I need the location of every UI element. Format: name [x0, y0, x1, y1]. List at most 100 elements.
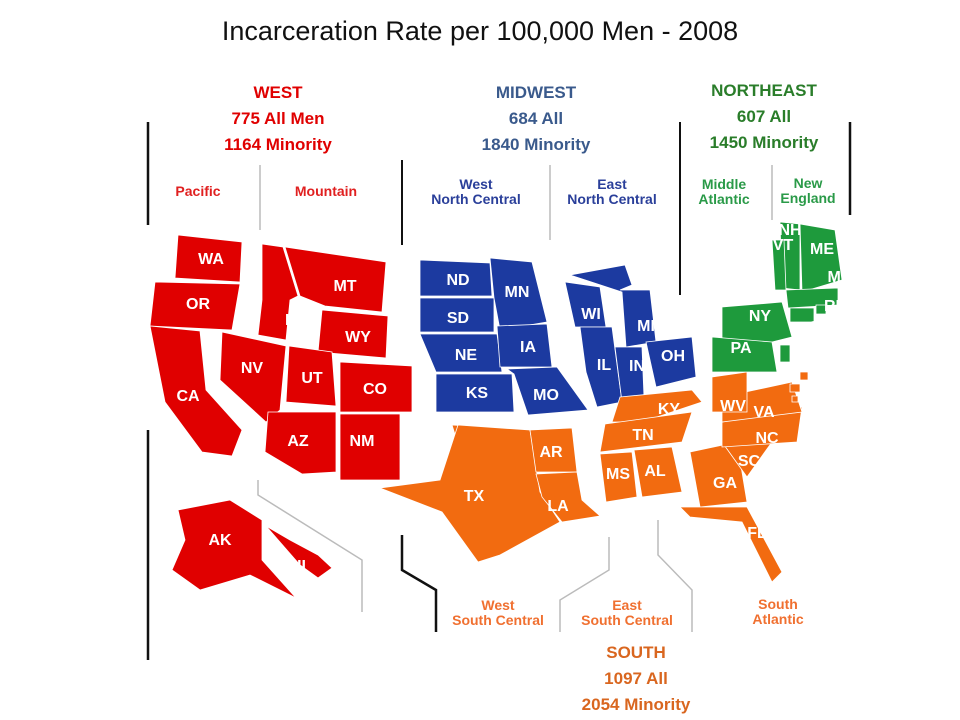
state-nd: ND — [419, 259, 493, 297]
division-pacific: Pacific — [128, 184, 268, 199]
state-label: MS — [606, 466, 630, 483]
state-label: MT — [333, 278, 356, 295]
state-label: NJ — [798, 343, 818, 360]
state-shape — [779, 344, 791, 363]
state-ne: NE — [419, 333, 503, 373]
state-label: WA — [198, 251, 224, 268]
state-shape — [633, 446, 683, 498]
state-label: OR — [186, 296, 210, 313]
state-la: LA — [535, 471, 601, 523]
state-label: MO — [533, 387, 559, 404]
state-shape — [339, 361, 413, 413]
state-nc: NC — [721, 406, 803, 448]
midwest-summary: MIDWEST 684 All 1840 Minority — [436, 80, 636, 158]
division-label: North Central — [567, 191, 657, 207]
state-label: RI — [824, 298, 840, 315]
state-ar: AR — [529, 427, 578, 473]
state-label: AK — [208, 532, 232, 549]
state-label: MN — [505, 284, 530, 301]
state-label: VA — [753, 404, 774, 421]
state-al: AL — [633, 446, 683, 498]
south-name: SOUTH — [606, 643, 666, 662]
division-west-north-central: West North Central — [406, 177, 546, 207]
state-shape — [689, 441, 748, 508]
state-label: FL — [747, 525, 767, 542]
state-shape — [569, 264, 657, 348]
state-ma: MA — [785, 269, 853, 309]
state-label: TX — [464, 488, 485, 505]
division-label: East — [597, 176, 627, 192]
state-nm: NM — [339, 413, 401, 481]
state-label: ME — [810, 241, 834, 258]
west-minority: 1164 Minority — [224, 135, 332, 154]
division-label: South Central — [452, 612, 544, 628]
state-label: CT — [808, 319, 830, 336]
state-label: PA — [730, 340, 751, 357]
state-label: IL — [597, 357, 611, 374]
state-mi: MI — [569, 264, 657, 348]
state-shape — [611, 389, 703, 423]
state-label: AR — [539, 444, 563, 461]
state-shape — [679, 506, 783, 583]
south-minority: 2054 Minority — [581, 695, 691, 714]
state-shape — [317, 309, 389, 359]
division-label: Middle — [701, 176, 747, 192]
northeast-name: NORTHEAST — [711, 81, 817, 100]
south-all: 1097 All — [604, 669, 668, 688]
state-shape — [419, 333, 503, 373]
division-east-north-central: East North Central — [542, 177, 682, 207]
state-hi: HI — [265, 525, 333, 579]
state-shape — [265, 525, 333, 579]
state-tn: TN — [599, 411, 693, 453]
midwest-all: 684 All — [508, 109, 564, 128]
state-label: OH — [661, 348, 685, 365]
division-label: South — [758, 596, 798, 612]
state-shape — [815, 304, 827, 315]
division-label: Pacific — [175, 183, 221, 199]
state-shape — [505, 366, 589, 416]
state-label: NY — [749, 308, 772, 325]
state-label: SC — [738, 453, 761, 470]
west-name: WEST — [253, 83, 303, 102]
state-fl: FL — [679, 506, 783, 583]
state-wv: WV — [711, 371, 748, 415]
state-wa: WA — [174, 234, 243, 283]
state-shape — [435, 373, 515, 413]
state-label: HI — [290, 558, 306, 575]
state-label: CO — [363, 381, 387, 398]
state-mn: MN — [489, 257, 548, 331]
state-ga: GA — [689, 441, 748, 508]
division-label: Atlantic — [752, 611, 804, 627]
state-shape — [257, 243, 299, 341]
state-shape — [785, 287, 839, 309]
state-shape — [264, 411, 337, 475]
state-md: MD — [789, 383, 834, 405]
division-label: East — [612, 597, 642, 613]
state-oh: OH — [645, 336, 697, 388]
state-label: NV — [241, 360, 264, 377]
state-vt: VT — [771, 237, 794, 291]
state-label: KY — [658, 401, 681, 418]
state-label: CA — [176, 388, 200, 405]
midwest-name: MIDWEST — [495, 83, 577, 102]
state-de: DE — [799, 370, 831, 387]
state-ky: KY — [611, 389, 703, 423]
division-label: West — [459, 176, 493, 192]
state-shape — [789, 307, 815, 323]
south-summary: SOUTH 1097 All 2054 Minority — [536, 640, 736, 718]
state-ut: UT — [285, 345, 337, 407]
state-label: MA — [828, 269, 853, 286]
state-shape — [535, 471, 601, 523]
state-shape — [149, 281, 241, 331]
division-label: South Central — [581, 612, 673, 628]
state-nj: NJ — [779, 343, 818, 363]
state-ct: CT — [789, 307, 830, 336]
division-mountain: Mountain — [256, 184, 396, 199]
state-shape — [599, 411, 693, 453]
state-shape — [799, 371, 809, 381]
state-il: IL — [579, 326, 623, 408]
state-pa: PA — [711, 336, 778, 373]
state-label: VT — [773, 237, 794, 254]
state-label: IA — [520, 339, 536, 356]
